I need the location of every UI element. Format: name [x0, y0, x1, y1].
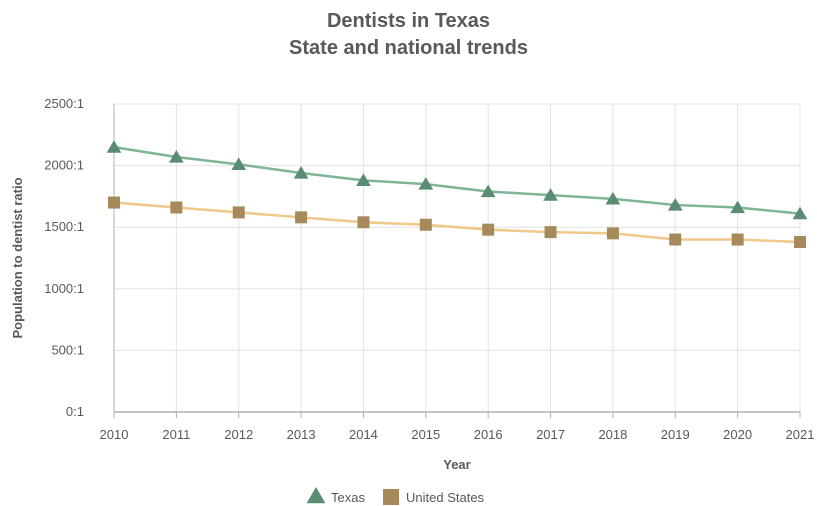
x-tick-label: 2017 [536, 427, 565, 442]
x-tick-label: 2015 [411, 427, 440, 442]
series-line-texas [113, 145, 801, 215]
y-tick-label: 2000:1 [44, 158, 84, 173]
series-line-united-states [113, 201, 801, 244]
data-point-texas [480, 184, 496, 198]
x-tick-label: 2021 [786, 427, 815, 442]
data-point-texas [231, 157, 247, 170]
x-axis-title: Year [443, 457, 470, 472]
y-tick-label: 0:1 [66, 404, 84, 419]
data-point-united-states [794, 235, 806, 248]
y-axis-title: Population to dentist ratio [10, 177, 25, 338]
data-point-united-states [731, 233, 744, 246]
legend-marker-texas [306, 487, 326, 504]
data-point-texas [293, 165, 309, 179]
x-tick-label: 2011 [162, 427, 190, 442]
legend-label-united-states: United States [406, 490, 485, 505]
x-tick-label: 2010 [100, 427, 129, 442]
x-tick-label: 2012 [224, 427, 253, 442]
data-point-texas [792, 206, 808, 220]
data-point-united-states [108, 196, 120, 209]
y-tick-label: 2500:1 [44, 96, 84, 111]
data-point-texas [356, 173, 371, 186]
data-point-united-states [669, 233, 682, 246]
y-tick-label: 1000:1 [44, 281, 84, 296]
data-point-texas [418, 177, 434, 190]
data-point-united-states [232, 206, 245, 219]
data-point-united-states [544, 226, 557, 239]
legend-label-texas: Texas [331, 490, 365, 505]
x-tick-label: 2016 [474, 427, 503, 442]
data-point-united-states [482, 223, 495, 236]
data-point-united-states [357, 216, 370, 229]
y-tick-label: 1500:1 [44, 219, 84, 234]
gridlines [113, 103, 801, 413]
legend-marker-united-states [383, 489, 399, 505]
chart-title: Dentists in Texas [326, 10, 491, 32]
data-point-texas [605, 191, 621, 205]
y-tick-label: 500:1 [51, 342, 84, 357]
data-point-texas [543, 188, 558, 201]
legend: Texas United States [306, 487, 485, 505]
data-point-texas [169, 149, 184, 163]
data-point-united-states [170, 201, 183, 214]
x-tick-label: 2014 [349, 427, 378, 442]
x-tick-label: 2018 [598, 427, 627, 442]
data-point-texas [667, 198, 683, 211]
data-point-texas [106, 140, 122, 153]
chart-subtitle: State and national trends [289, 37, 528, 59]
data-point-united-states [295, 211, 308, 224]
data-point-united-states [606, 227, 619, 240]
data-point-united-states [419, 218, 432, 231]
x-tick-label: 2019 [661, 427, 690, 442]
data-point-texas [730, 200, 745, 214]
axes: 0:1 500:1 1000:1 1500:1 2000:1 2500:1 2010 2011… [44, 96, 814, 442]
x-tick-label: 2020 [723, 427, 752, 442]
series-group [106, 140, 808, 248]
x-tick-label: 2013 [287, 427, 316, 442]
